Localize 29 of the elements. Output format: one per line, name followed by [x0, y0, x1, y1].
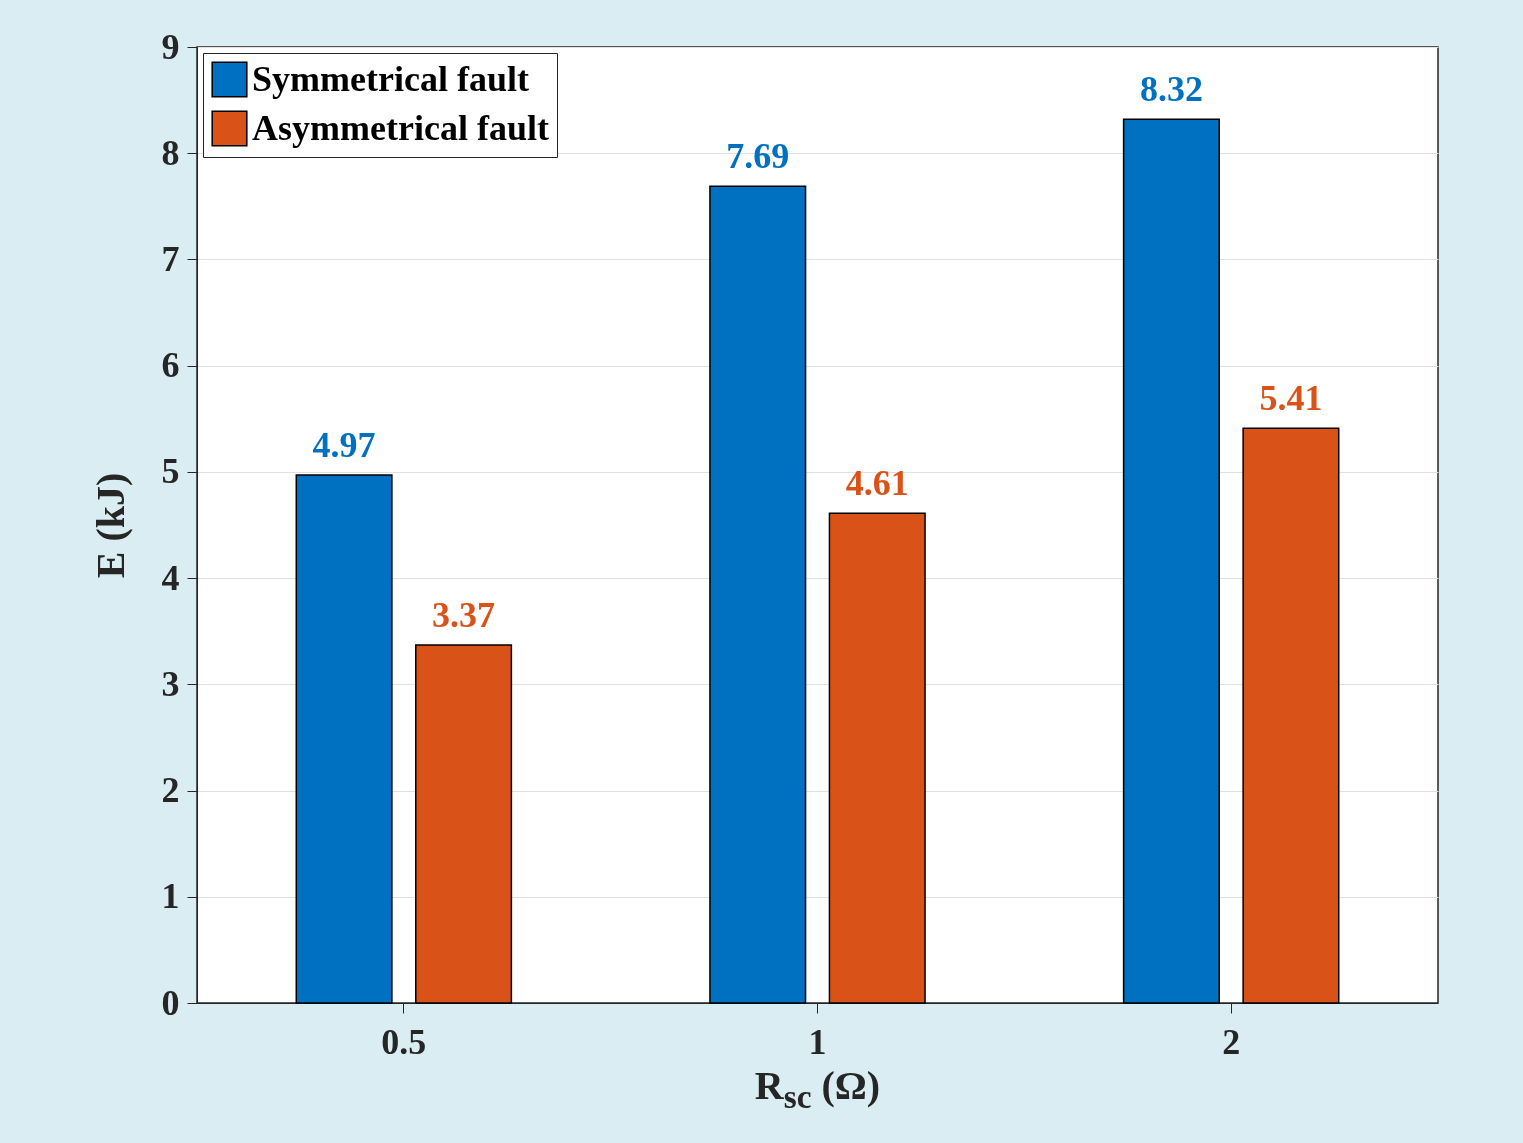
y-tick-label: 4: [161, 557, 180, 598]
y-tick-label: 3: [161, 663, 180, 704]
data-label: 8.32: [1139, 69, 1203, 110]
data-label: 5.41: [1259, 378, 1323, 419]
x-axis-title: R$_{sc}$ (Ω): [753, 1062, 882, 1116]
y-tick-label: 7: [161, 238, 180, 279]
data-label: 4.61: [845, 463, 909, 504]
y-tick-label: 0: [161, 982, 180, 1023]
x-tick-label: 0.5: [381, 1021, 427, 1062]
y-tick-label: 9: [161, 26, 180, 67]
data-label: 7.69: [726, 136, 790, 177]
bar: [295, 474, 393, 1004]
y-tick-label: 6: [161, 345, 180, 386]
x-tick-label: 1: [808, 1021, 827, 1062]
x-tick-label: 2: [1222, 1021, 1241, 1062]
y-tick-label: 2: [161, 770, 180, 811]
y-tick-label: 8: [161, 132, 180, 173]
bar: [1242, 427, 1340, 1004]
legend-label: Asymmetrical fault: [252, 107, 549, 148]
bar: [709, 185, 807, 1004]
y-tick-label: 5: [161, 451, 180, 492]
bar: [1122, 118, 1220, 1004]
data-label: 4.97: [312, 425, 376, 466]
bar: [828, 512, 926, 1004]
data-label: 3.37: [432, 595, 496, 636]
y-axis-title: E (kJ): [87, 472, 133, 579]
bar: [415, 644, 513, 1004]
y-tick-label: 1: [161, 876, 180, 917]
legend-label: Symmetrical fault: [252, 58, 529, 99]
